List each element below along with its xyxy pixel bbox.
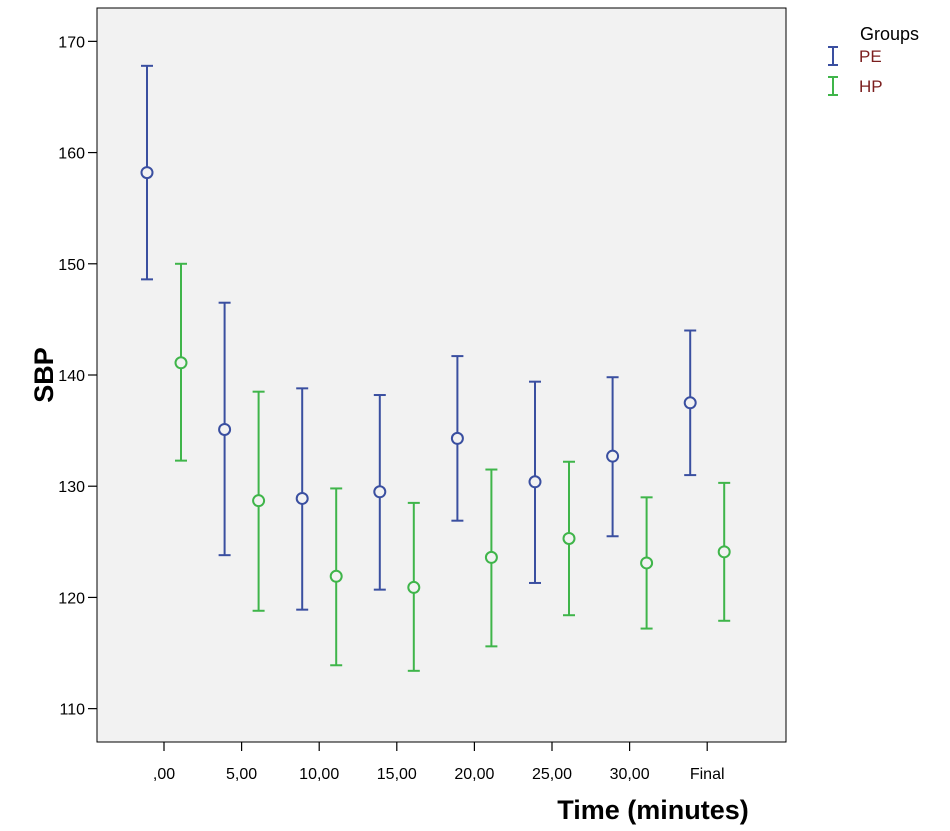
series-pe [140,64,697,611]
y-tick-label: 110 [59,702,85,719]
x-tick-label: 15,00 [377,766,417,783]
x-tick-label: Final [690,766,725,783]
y-axis: 110 120 130 140 150 160 170 [58,34,97,719]
mean-point [140,166,154,180]
mean-point [562,531,576,545]
y-tick-label: 150 [58,257,85,274]
series-layer [140,64,731,672]
mean-point [174,356,188,370]
y-tick-label: 120 [58,590,85,607]
mean-point [450,431,464,445]
mean-point [683,396,697,410]
mean-point [373,485,387,499]
mean-point [528,475,542,489]
legend-label: PE [859,47,882,66]
mean-point [407,580,421,594]
x-tick-label: 20,00 [454,766,494,783]
mean-point [606,449,620,463]
series-hp [174,262,731,672]
y-tick-label: 130 [58,479,85,496]
mean-point [252,494,266,508]
x-axis: ,00 5,00 10,00 15,00 20,00 25,00 30,00 Final [153,742,725,783]
legend-label: HP [859,77,883,96]
mean-point [640,556,654,570]
y-tick-label: 170 [58,34,85,51]
mean-point [295,491,309,505]
x-tick-label: 5,00 [226,766,257,783]
plot-area [96,7,787,743]
mean-point [484,550,498,564]
legend-title: Groups [860,24,919,44]
mean-point [218,422,232,436]
mean-point [717,545,731,559]
y-tick-label: 140 [58,368,85,385]
legend: Groups PE HP [828,24,919,96]
y-axis-title: SBP [29,347,59,403]
x-tick-label: 25,00 [532,766,572,783]
y-tick-label: 160 [58,146,85,163]
mean-point [329,569,343,583]
x-axis-title: Time (minutes) [557,795,749,825]
x-tick-label: 30,00 [610,766,650,783]
x-tick-label: 10,00 [299,766,339,783]
x-tick-label: ,00 [153,766,175,783]
